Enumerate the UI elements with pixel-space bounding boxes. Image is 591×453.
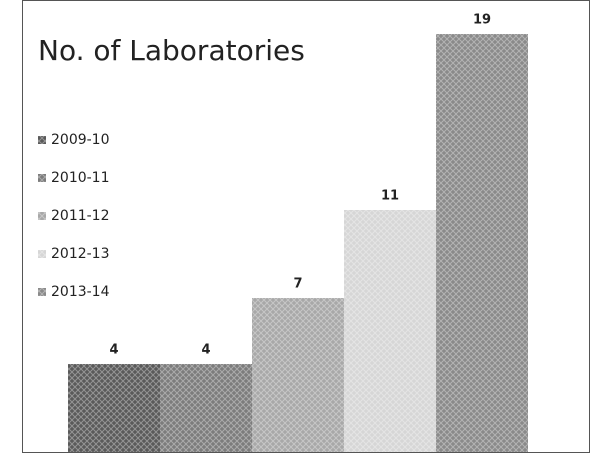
chart-title: No. of Laboratories xyxy=(38,34,305,67)
bar xyxy=(344,210,436,452)
value-label: 19 xyxy=(473,13,491,28)
legend-swatch xyxy=(38,250,46,258)
legend-swatch xyxy=(38,288,46,296)
bar xyxy=(252,298,344,452)
bar xyxy=(68,364,160,452)
bar xyxy=(436,34,528,452)
legend-label: 2011-12 xyxy=(51,208,110,224)
value-label: 4 xyxy=(109,343,118,358)
legend-label: 2009-10 xyxy=(51,132,110,148)
bar xyxy=(160,364,252,452)
legend-label: 2013-14 xyxy=(51,284,110,300)
value-label: 11 xyxy=(381,189,399,204)
legend-swatch xyxy=(38,136,46,144)
legend-swatch xyxy=(38,174,46,182)
value-label: 7 xyxy=(293,277,302,292)
legend-label: 2012-13 xyxy=(51,246,110,262)
value-label: 4 xyxy=(201,343,210,358)
legend-label: 2010-11 xyxy=(51,170,110,186)
legend-swatch xyxy=(38,212,46,220)
